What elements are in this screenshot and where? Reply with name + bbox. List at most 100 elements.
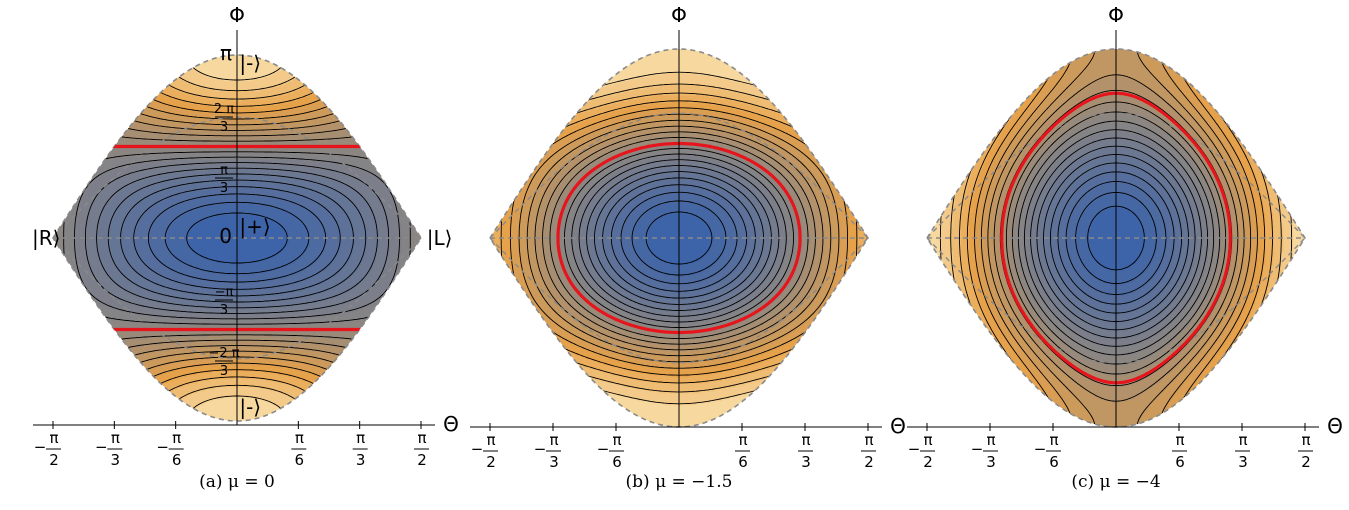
contour-line [564, 148, 794, 328]
x-tick-label: − π 2 [34, 429, 61, 469]
svg-text:π: π [1238, 431, 1247, 449]
theta-axis-label: Θ [443, 412, 459, 436]
contour-line [610, 184, 748, 292]
x-tick-label: − π 6 [597, 431, 624, 471]
phi-axis-label: Φ [1108, 3, 1124, 27]
contour-line [1017, 120, 1215, 356]
contour-line [164, 201, 310, 275]
x-tick-label: π3 [352, 429, 368, 469]
svg-text:π: π [986, 431, 995, 449]
svg-text:−: − [95, 438, 108, 456]
svg-text:2: 2 [1301, 453, 1311, 471]
svg-text:π: π [417, 429, 426, 447]
contour-line [1087, 205, 1145, 271]
svg-text:6: 6 [172, 451, 182, 469]
separatrix-curve [556, 141, 802, 335]
contour-line [542, 131, 816, 345]
state-label: |-⟩ [239, 395, 261, 419]
svg-text:−: − [34, 438, 47, 456]
svg-text:3: 3 [356, 451, 366, 469]
contour-line [645, 211, 713, 265]
svg-text:3: 3 [549, 453, 559, 471]
svg-text:−: − [471, 440, 484, 458]
lens-boundary [489, 48, 869, 428]
svg-text:−: − [908, 440, 921, 458]
lens-boundary [926, 48, 1306, 428]
svg-text:2: 2 [49, 451, 59, 469]
x-tick-label: π2 [1298, 431, 1314, 471]
contour-line [993, 74, 1239, 402]
svg-text:−2 π: −2 π [208, 346, 239, 361]
svg-text:2: 2 [417, 451, 427, 469]
contour-line [73, 156, 401, 320]
x-tick-label: − π 3 [534, 431, 561, 471]
svg-text:6: 6 [1175, 453, 1185, 471]
svg-text:π: π [1301, 431, 1310, 449]
separatrix [1000, 91, 1232, 385]
x-tick-label: − π 3 [95, 429, 123, 469]
svg-text:6: 6 [295, 451, 305, 469]
state-label: |+⟩ [239, 214, 270, 238]
panel-caption: (b) μ = −1.5 [626, 472, 733, 492]
theta-axis-label: Θ [1327, 414, 1343, 438]
svg-text:π: π [612, 431, 621, 449]
svg-text:−: − [1034, 440, 1047, 458]
svg-text:π: π [864, 431, 873, 449]
svg-text:π: π [486, 431, 495, 449]
svg-text:3: 3 [1238, 453, 1248, 471]
state-label: |-⟩ [239, 51, 261, 75]
svg-text:π: π [49, 429, 58, 447]
contour-line [571, 153, 787, 323]
contour-line [84, 162, 390, 314]
svg-text:π: π [172, 429, 181, 447]
svg-text:−: − [534, 440, 547, 458]
panel-caption: (a) μ = 0 [199, 472, 275, 492]
x-tick-label: π6 [1172, 431, 1188, 471]
svg-text:0: 0 [219, 224, 232, 248]
contour-line [518, 113, 840, 363]
svg-text:3: 3 [986, 453, 996, 471]
svg-text:π: π [738, 431, 747, 449]
contour-line [1057, 171, 1175, 305]
svg-text:π: π [356, 429, 365, 447]
contour-line [1050, 162, 1182, 314]
y-tick-label: −π 3 [215, 285, 234, 318]
svg-text:−: − [156, 438, 169, 456]
contour-line [96, 167, 378, 309]
contour-line [1011, 111, 1221, 365]
y-tick-label: π3 [215, 163, 233, 196]
svg-text:π: π [923, 431, 932, 449]
svg-text:3: 3 [111, 451, 121, 469]
y-tick-label: −2 π 3 [208, 346, 239, 379]
contour-line [578, 159, 780, 317]
contour-line [120, 179, 354, 297]
state-label: |L⟩ [427, 226, 453, 250]
separatrix-curve [1000, 91, 1232, 385]
contour-line [593, 171, 765, 305]
contour-line [631, 200, 727, 276]
x-tick-label: π3 [798, 431, 814, 471]
svg-text:π: π [1049, 431, 1058, 449]
svg-text:3: 3 [220, 181, 228, 196]
phi-axis-label: Φ [229, 3, 245, 27]
svg-text:3: 3 [801, 453, 811, 471]
svg-text:π: π [549, 431, 558, 449]
contour-line [620, 191, 738, 285]
contour-line [147, 193, 327, 283]
y-tick-label: π [220, 41, 232, 65]
svg-text:3: 3 [220, 364, 228, 379]
svg-text:−: − [971, 440, 984, 458]
svg-text:π: π [111, 429, 120, 447]
state-label: |R⟩ [32, 226, 60, 250]
svg-text:π: π [295, 429, 304, 447]
svg-text:6: 6 [738, 453, 748, 471]
separatrix [556, 141, 802, 335]
theta-axis-label: Θ [890, 414, 906, 438]
contour-line [549, 136, 809, 340]
